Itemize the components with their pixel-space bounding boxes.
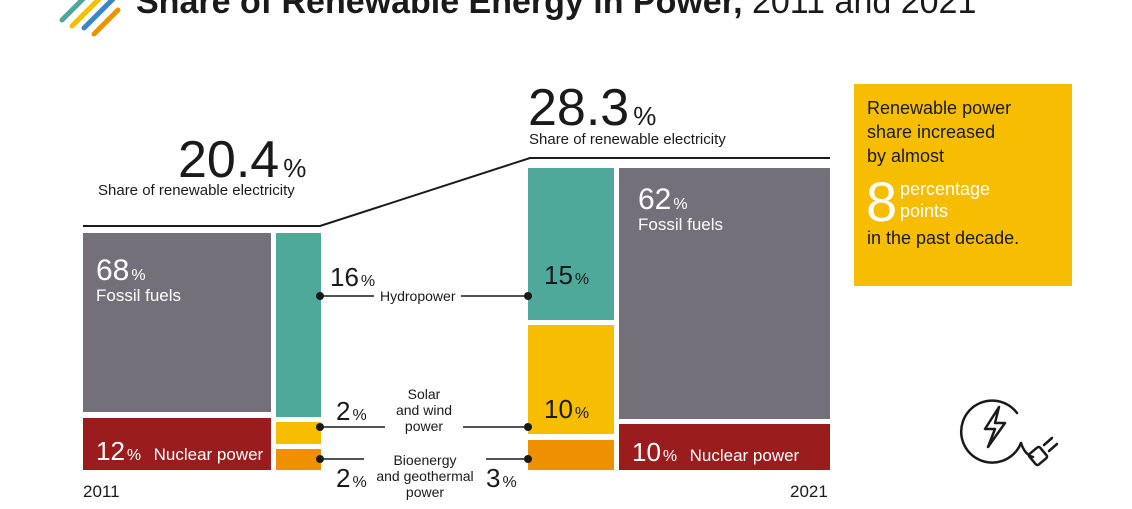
year-label-2011: 2011 xyxy=(83,482,120,501)
value-2021-bioenergy: 3 xyxy=(486,463,501,493)
renewable-caption-2011: Share of renewable electricity xyxy=(98,182,295,199)
value-2021-fossil: 62 xyxy=(638,183,672,216)
bar-2021-hydro xyxy=(528,168,614,320)
bar-2011-nuclear xyxy=(83,418,271,470)
label-2021-solar-wind: 10% xyxy=(544,394,589,425)
percent-unit: % xyxy=(502,474,517,491)
percent-unit: % xyxy=(574,271,590,288)
label-2011-fossil: 68% Fossil fuels xyxy=(96,254,181,306)
renewable-caption-2021: Share of renewable electricity xyxy=(529,131,726,148)
label-2011-nuclear: 12% Nuclear power xyxy=(96,436,263,467)
bar-2011-fossil xyxy=(83,233,271,412)
source-label-solar-wind: Solar and wind power xyxy=(385,386,463,434)
value-2011-solar-wind: 2 xyxy=(336,396,351,426)
percent-unit: % xyxy=(283,153,307,183)
callout-line-1: Renewable power xyxy=(867,98,1012,118)
value-2021-solar-wind: 10 xyxy=(544,394,573,424)
logo-stripes-icon xyxy=(59,0,121,37)
label-2021-fossil: 62% Fossil fuels xyxy=(638,183,723,235)
renewable-share-2021-value: 28.3 xyxy=(528,79,630,137)
chart-title-years: 2011 and 2021 xyxy=(742,0,977,21)
renewable-share-2011: 20.4% xyxy=(178,134,306,194)
value-2021-hydro: 15 xyxy=(544,260,573,290)
increase-callout: Renewable power share increased by almos… xyxy=(854,84,1072,286)
callout-big-number: 8 xyxy=(866,170,898,233)
callout-line-2: share increased xyxy=(867,122,996,142)
label-2011-solar-wind: 2% xyxy=(336,396,367,427)
bar-2011-bioenergy xyxy=(276,449,321,470)
callout-percentage-points: percentage points xyxy=(900,178,990,222)
percent-unit: % xyxy=(662,448,678,465)
electric-plug-icon xyxy=(959,399,1059,467)
renewable-share-2021: 28.3% xyxy=(528,82,656,142)
label-2011-bioenergy: 2% xyxy=(336,463,367,494)
percent-unit: % xyxy=(126,447,142,464)
label-fossil-text: Fossil fuels xyxy=(638,215,724,234)
bar-2011-solar-wind xyxy=(276,422,321,444)
label-nuclear-text: Nuclear power xyxy=(689,446,800,465)
year-label-2021: 2021 xyxy=(790,482,828,501)
value-2011-nuclear: 12 xyxy=(96,436,125,466)
source-label-bioenergy: Bioenergy and geothermal power xyxy=(364,452,486,500)
value-2011-hydro: 16 xyxy=(330,262,359,292)
label-2021-nuclear: 10% Nuclear power xyxy=(632,437,799,468)
renewable-share-2011-value: 20.4 xyxy=(178,131,280,189)
label-2021-bioenergy: 3% xyxy=(486,463,517,494)
source-label-hydro: Hydropower xyxy=(374,288,462,304)
label-nuclear-text: Nuclear power xyxy=(153,445,264,464)
bar-2021-nuclear xyxy=(619,424,830,470)
bar-2021-fossil xyxy=(619,168,830,419)
callout-line-4: in the past decade. xyxy=(867,228,1020,248)
bar-2011-hydro xyxy=(276,233,321,417)
value-2011-bioenergy: 2 xyxy=(336,463,351,493)
label-2021-hydro: 15% xyxy=(544,260,589,291)
value-2021-nuclear: 10 xyxy=(632,437,661,467)
percent-unit: % xyxy=(673,196,688,213)
bar-2021-bioenergy xyxy=(528,440,614,470)
chart-title: Share of Renewable Energy in Power, 2011… xyxy=(136,0,976,22)
chart-title-bold: Share of Renewable Energy in Power, xyxy=(136,0,743,21)
bar-2021-solar-wind xyxy=(528,325,614,434)
callout-pp-line-1: percentage xyxy=(900,179,991,199)
callout-pp-line-2: points xyxy=(900,201,949,221)
percent-unit: % xyxy=(131,267,146,284)
percent-unit: % xyxy=(352,407,367,424)
percent-unit: % xyxy=(574,405,590,422)
percent-unit: % xyxy=(633,101,657,131)
callout-line-3: by almost xyxy=(867,146,945,166)
value-2011-fossil: 68 xyxy=(96,254,130,287)
percent-unit: % xyxy=(360,273,376,290)
percent-unit: % xyxy=(352,474,367,491)
label-fossil-text: Fossil fuels xyxy=(96,286,182,305)
label-2011-hydro: 16% xyxy=(330,262,375,293)
